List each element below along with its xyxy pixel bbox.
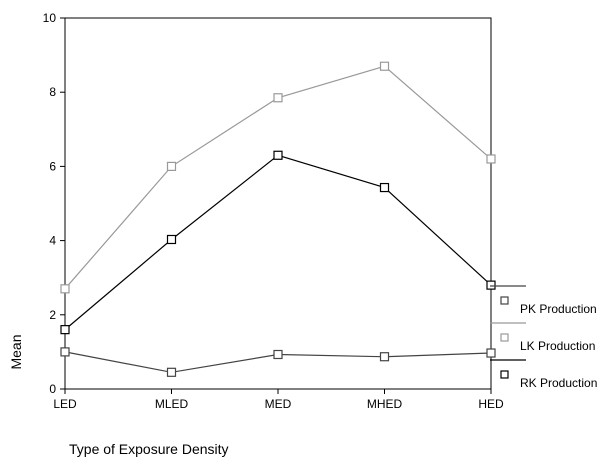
x-tick-label-med: MED xyxy=(265,397,292,411)
x-axis-title: Type of Exposure Density xyxy=(69,441,229,457)
legend-marker-lk-production xyxy=(500,333,509,342)
point-lk-production-mhed xyxy=(379,61,390,71)
x-tick-label-mled: MLED xyxy=(155,397,189,411)
y-tick-label-8: 8 xyxy=(49,85,56,99)
point-lk-production-led xyxy=(60,284,70,294)
legend-label-lk-production: LK Production xyxy=(520,339,595,353)
series-rk-production xyxy=(60,150,496,335)
series-line-rk-production xyxy=(64,154,492,331)
point-pk-production-hed xyxy=(486,348,496,358)
point-lk-production-med xyxy=(273,93,283,103)
legend: PK Production LK Production RK Production xyxy=(490,285,597,390)
point-lk-production-mled xyxy=(166,161,177,171)
point-rk-production-led xyxy=(60,325,70,335)
x-tick-label-mhed: MHED xyxy=(367,397,403,411)
y-axis-title: Mean xyxy=(8,334,24,369)
y-tick-label-4: 4 xyxy=(49,234,56,248)
legend-marker-rk-production xyxy=(500,370,509,379)
x-tick-label-led: LED xyxy=(53,397,77,411)
y-tick-label-10: 10 xyxy=(43,11,57,25)
x-axis: LED MLED MED MHED HED xyxy=(53,389,504,411)
point-lk-production-hed xyxy=(486,154,496,164)
series-pk-production xyxy=(60,347,496,377)
series-layer xyxy=(60,61,496,377)
x-tick-label-hed: HED xyxy=(478,397,504,411)
plot-frame xyxy=(64,17,492,390)
legend-marker-pk-production xyxy=(500,296,509,305)
y-axis: 0 2 4 6 8 10 xyxy=(43,11,65,396)
series-lk-production xyxy=(60,61,496,294)
y-tick-label-6: 6 xyxy=(49,159,56,173)
point-rk-production-med xyxy=(273,150,283,160)
point-pk-production-mled xyxy=(166,367,177,377)
y-tick-label-0: 0 xyxy=(49,382,56,396)
point-pk-production-med xyxy=(273,349,283,360)
point-rk-production-mled xyxy=(166,234,177,245)
legend-label-rk-production: RK Production xyxy=(520,376,597,390)
y-tick-label-2: 2 xyxy=(49,308,56,322)
point-pk-production-mhed xyxy=(379,352,390,362)
point-rk-production-hed xyxy=(486,280,496,290)
point-pk-production-led xyxy=(60,347,70,357)
point-rk-production-mhed xyxy=(379,182,390,193)
legend-label-pk-production: PK Production xyxy=(520,302,597,316)
